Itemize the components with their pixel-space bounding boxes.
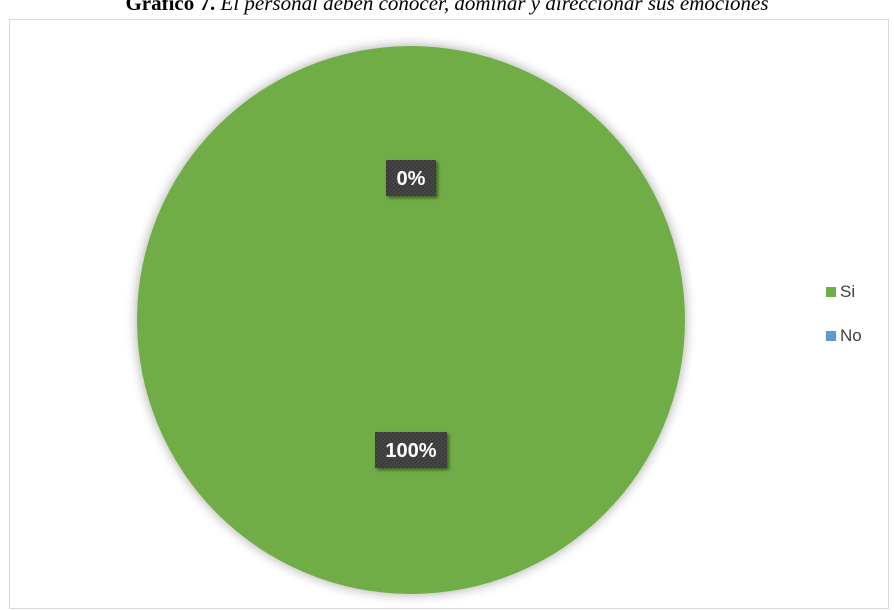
data-label-box-no <box>386 160 436 196</box>
data-label-box-si <box>375 432 447 468</box>
pie-slice-si <box>137 46 685 594</box>
legend: Si No <box>826 280 862 368</box>
chart-title-prefix: Gráfico 7. <box>125 0 216 15</box>
legend-swatch-no <box>826 331 836 341</box>
legend-item-si: Si <box>826 280 862 304</box>
data-label-text-si: 100% <box>385 440 436 462</box>
data-label-text-no: 0% <box>397 168 426 190</box>
legend-label-no: No <box>840 326 862 345</box>
legend-label-si: Si <box>840 282 856 301</box>
data-label-si: 100% <box>375 432 447 468</box>
chart-title: Gráfico 7. El personal deben conocer, do… <box>0 0 894 15</box>
chart-title-text: El personal deben conocer, dominar y dir… <box>215 0 769 15</box>
data-label-no: 0% <box>386 160 436 196</box>
legend-item-no: No <box>826 324 862 348</box>
pie-slices <box>137 46 685 594</box>
pie-data-labels: 100% 0% <box>375 160 447 468</box>
legend-swatch-si <box>826 287 836 297</box>
